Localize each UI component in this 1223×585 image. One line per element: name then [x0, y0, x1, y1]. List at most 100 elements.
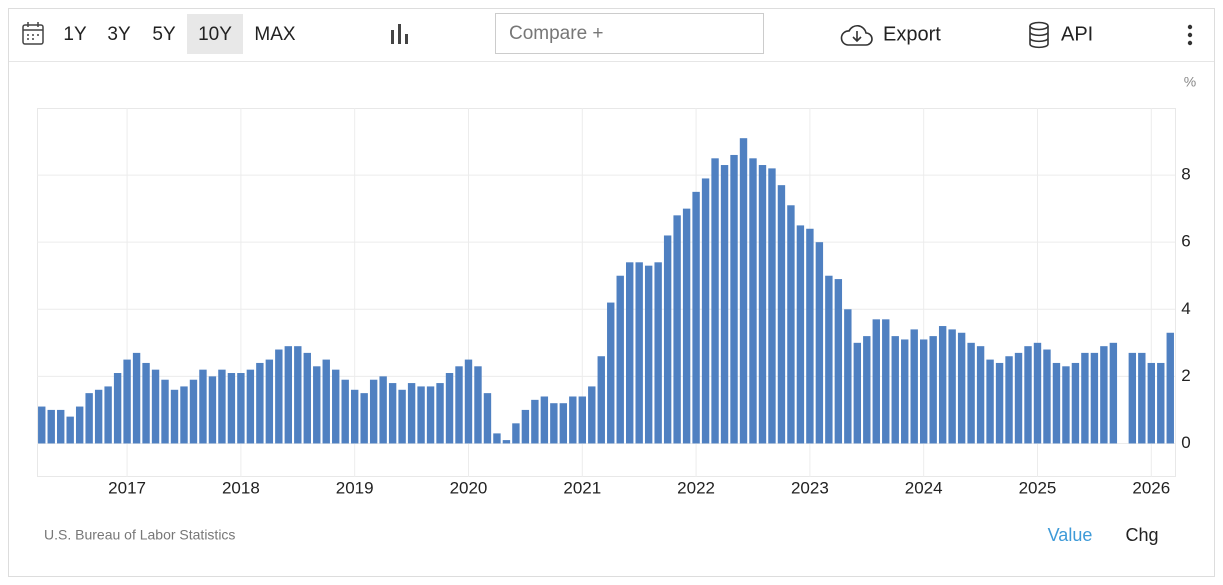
bar [825, 275, 833, 444]
bar [1100, 346, 1108, 444]
bar [1071, 362, 1080, 444]
y-tick-label: 8 [1181, 165, 1190, 184]
bar [919, 339, 928, 444]
bar [208, 376, 217, 444]
x-tick-label: 2022 [677, 478, 715, 497]
x-tick-label: 2024 [905, 478, 943, 497]
bar [218, 369, 226, 444]
bar [588, 386, 596, 444]
api-icon[interactable] [1029, 21, 1049, 49]
bar [360, 393, 368, 444]
bar [834, 279, 843, 444]
bar [749, 158, 757, 444]
export-button[interactable]: Export [883, 23, 941, 45]
bar [493, 433, 501, 444]
bar [758, 165, 767, 444]
bar [692, 191, 700, 444]
bar [246, 369, 255, 444]
bar [1128, 352, 1137, 444]
bar [85, 393, 93, 444]
y-tick-label: 6 [1181, 232, 1190, 251]
bar [540, 396, 549, 444]
bar [38, 406, 46, 444]
export-icon[interactable] [840, 25, 873, 46]
bar [398, 389, 406, 444]
bar [720, 165, 729, 444]
range-button[interactable]: 3Y [107, 24, 131, 45]
bar-chart-icon[interactable] [391, 24, 408, 44]
bar [275, 349, 283, 444]
y-tick-label: 2 [1181, 366, 1190, 385]
compare-box[interactable] [495, 13, 764, 54]
x-tick-label: 2020 [450, 478, 488, 497]
bar [75, 406, 84, 444]
bar [199, 369, 207, 444]
bar [559, 403, 568, 444]
bar [426, 386, 435, 444]
bar [104, 386, 112, 444]
range-button[interactable]: 10Y [198, 24, 232, 45]
bar [654, 262, 662, 444]
calendar-icon[interactable] [22, 22, 44, 45]
bar [948, 329, 956, 444]
bar [474, 366, 482, 444]
bar [388, 383, 397, 444]
bar [976, 346, 985, 444]
range-button[interactable]: 1Y [63, 24, 87, 45]
range-button[interactable]: MAX [254, 24, 296, 45]
bar [483, 393, 492, 444]
view-toggle[interactable]: Value [1048, 525, 1093, 545]
bar [853, 342, 862, 444]
x-tick-label: 2018 [222, 478, 260, 497]
bar [113, 373, 122, 444]
bar [123, 359, 131, 444]
x-tick-label: 2019 [336, 478, 374, 497]
bar [66, 416, 74, 444]
bar [1081, 352, 1089, 444]
bar [294, 346, 302, 444]
bar [303, 352, 311, 444]
bar [227, 373, 236, 444]
bar [938, 326, 947, 444]
bar [379, 376, 387, 444]
bar [142, 362, 150, 444]
bar [436, 383, 444, 444]
bar [445, 373, 454, 444]
bar [369, 379, 378, 444]
bar [986, 359, 994, 444]
bar [844, 309, 852, 444]
range-button[interactable]: 5Y [152, 24, 176, 45]
bar [806, 228, 814, 444]
bar [739, 138, 748, 444]
bar [531, 399, 539, 444]
x-tick-label: 2026 [1132, 478, 1170, 497]
bar [607, 302, 615, 444]
bar [635, 262, 643, 444]
bar [682, 208, 691, 444]
bar [1043, 349, 1051, 444]
bar [1147, 362, 1155, 444]
bar [1033, 342, 1042, 444]
bar [417, 386, 425, 444]
bar [701, 178, 710, 444]
widget-border [8, 8, 1215, 577]
menu-dots[interactable] [1187, 24, 1193, 46]
api-button[interactable]: API [1061, 23, 1093, 45]
bar [341, 379, 349, 444]
compare-input[interactable]: Compare + [509, 23, 604, 44]
bar [616, 275, 624, 444]
bar [569, 396, 577, 444]
bar [47, 409, 55, 444]
x-tick-label: 2021 [563, 478, 601, 497]
view-toggle[interactable]: Chg [1125, 525, 1158, 545]
plot-area [37, 108, 1176, 477]
bar [626, 262, 634, 444]
bar [170, 389, 179, 444]
bar [891, 336, 899, 444]
bar [237, 373, 245, 444]
bar [663, 235, 672, 444]
bar [1090, 352, 1099, 444]
source: U.S. Bureau of Labor Statistics [44, 527, 235, 543]
bar [910, 329, 918, 444]
bar [995, 362, 1004, 444]
